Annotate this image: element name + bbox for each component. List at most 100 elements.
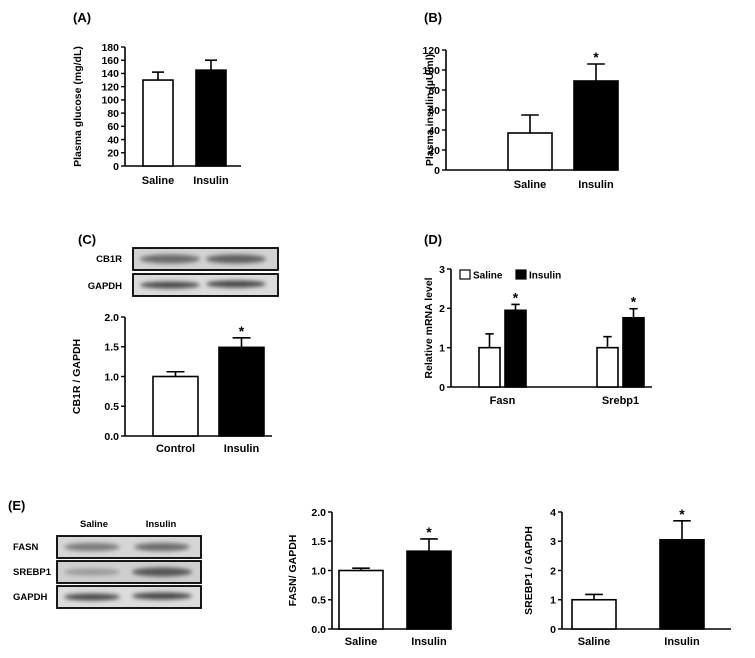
y-tick-label: 40 <box>428 125 440 137</box>
y-tick-label: 100 <box>101 95 119 107</box>
legend-swatch <box>515 269 527 280</box>
bar <box>573 80 619 171</box>
x-category-label: Insulin <box>224 443 260 455</box>
bar <box>622 316 645 388</box>
x-category-label: Saline <box>514 179 546 191</box>
y-tick-label: 100 <box>422 65 440 77</box>
y-tick-label: 40 <box>107 134 119 146</box>
y-tick-label: 2 <box>550 565 556 577</box>
bar <box>504 309 527 388</box>
western-blot-e: Saline Insulin FASN SREBP1 GAPDH <box>13 519 202 609</box>
y-tick-label: 0.5 <box>104 401 119 413</box>
y-tick-label: 120 <box>101 81 119 93</box>
y-axis-label: Plasma insulin (µU/ml) <box>424 54 436 166</box>
y-axis-label: CB1R / GAPDH <box>71 339 83 414</box>
y-tick-label: 0.5 <box>311 595 326 607</box>
blot-c-cb1r-band-1 <box>140 254 200 264</box>
y-tick-label: 80 <box>428 85 440 97</box>
y-tick-label: 4 <box>550 507 556 519</box>
chart-e2: 0 1 2 3 4 SREBP1 / GAPDH Saline * Insulin <box>523 506 731 648</box>
blot-e-gapdh-frame <box>56 585 202 609</box>
panel-label-e: (E) <box>8 498 25 513</box>
y-tick-label: 0.0 <box>311 624 326 636</box>
blot-c-cb1r-band-2 <box>206 254 266 264</box>
panel-label-b: (B) <box>424 10 442 25</box>
legend: Saline Insulin <box>459 269 561 282</box>
y-tick-label: 1.5 <box>104 342 119 354</box>
y-tick-label: 1.0 <box>311 565 326 577</box>
y-tick-label: 1.0 <box>104 371 119 383</box>
y-tick-label: 120 <box>422 45 440 57</box>
blot-c-cb1r-frame <box>132 247 279 271</box>
x-category-label: Insulin <box>664 636 700 648</box>
bar <box>571 598 617 630</box>
y-tick-label: 2.0 <box>311 507 326 519</box>
x-category-label: Control <box>156 443 195 455</box>
y-tick-label: 140 <box>101 68 119 80</box>
y-tick-label: 2.0 <box>104 312 119 324</box>
blot-e-gapdh-band-2 <box>132 592 192 600</box>
y-tick-label: 180 <box>101 42 119 54</box>
y-tick-label: 0 <box>439 382 445 394</box>
significance-marker: * <box>679 506 685 522</box>
y-tick-label: 0 <box>113 161 119 173</box>
x-category-label: Saline <box>345 636 377 648</box>
significance-marker: * <box>426 524 432 540</box>
y-tick-label: 60 <box>107 121 119 133</box>
blot-c-gapdh-band-1 <box>140 281 200 289</box>
bar <box>338 569 384 630</box>
bar <box>195 69 227 167</box>
y-tick-label: 160 <box>101 55 119 67</box>
y-tick-label: 1 <box>550 595 556 607</box>
blot-c-row-label: GAPDH <box>88 281 122 292</box>
blot-e-row-label: SREBP1 <box>13 567 52 578</box>
legend-entry: Insulin <box>529 271 561 282</box>
x-category-label: Saline <box>142 175 174 187</box>
y-tick-label: 2 <box>439 303 445 315</box>
legend-swatch <box>459 269 471 280</box>
bar <box>507 132 553 171</box>
blot-c-gapdh-band-2 <box>206 280 266 288</box>
y-tick-label: 20 <box>428 145 440 157</box>
significance-marker: * <box>593 49 599 65</box>
y-tick-label: 20 <box>107 148 119 160</box>
bar <box>218 346 265 437</box>
panel-label-c: (C) <box>78 232 96 247</box>
y-axis-label: Relative mRNA level <box>423 277 435 378</box>
chart-c: 0.0 0.5 1.0 1.5 2.0 CB1R / GAPDH Control * Insul… <box>71 312 272 455</box>
y-tick-label: 3 <box>439 264 445 276</box>
blot-e-srebp1-band-1 <box>64 568 120 576</box>
bar <box>478 346 501 388</box>
bar <box>152 375 199 437</box>
x-category-label: Insulin <box>411 636 447 648</box>
chart-e1: 0.0 0.5 1.0 1.5 2.0 FASN/ GAPDH Saline * Insulin <box>287 507 452 648</box>
blot-e-fasn-frame <box>56 535 202 559</box>
y-tick-label: 0 <box>434 165 440 177</box>
y-tick-label: 0.0 <box>104 431 119 443</box>
significance-marker: * <box>631 294 637 310</box>
blot-e-fasn-band-2 <box>134 543 190 551</box>
y-tick-label: 60 <box>428 105 440 117</box>
blot-e-column-label: Insulin <box>146 519 177 530</box>
x-category-label: Insulin <box>193 175 229 187</box>
western-blot-c: CB1R GAPDH <box>88 247 279 297</box>
x-category-label: Insulin <box>578 179 614 191</box>
y-axis-label: SREBP1 / GAPDH <box>523 526 535 615</box>
bar <box>406 550 452 630</box>
panel-label-d: (D) <box>424 232 442 247</box>
blot-e-row-label: GAPDH <box>13 592 47 603</box>
blot-e-column-label: Saline <box>80 519 108 530</box>
bar <box>596 346 619 388</box>
y-tick-label: 80 <box>107 108 119 120</box>
y-tick-label: 3 <box>550 536 556 548</box>
chart-d: 0 1 2 3 Relative mRNA level * Fasn * Srebp1 Salin… <box>423 264 652 407</box>
x-category-label: Srebp1 <box>602 395 639 407</box>
y-tick-label: 0 <box>550 624 556 636</box>
bar <box>142 79 174 167</box>
significance-marker: * <box>239 323 245 339</box>
x-category-label: Saline <box>578 636 610 648</box>
